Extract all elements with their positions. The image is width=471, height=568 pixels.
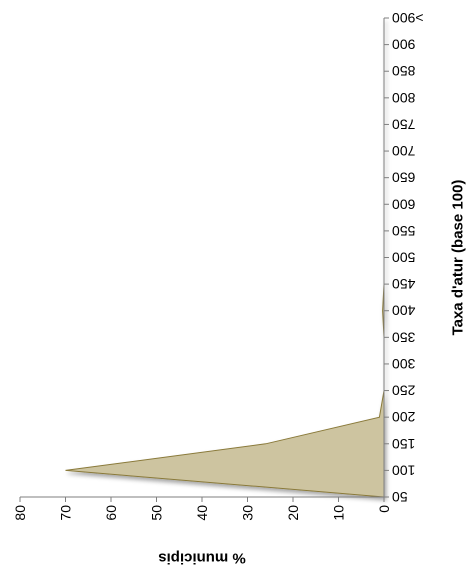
- value-tick-label: 30: [240, 505, 256, 521]
- value-tick-label: 80: [12, 505, 28, 521]
- value-axis-ticks: 0 10 20 30 40 50 60 70 80: [12, 497, 392, 521]
- category-tick-label: 150: [392, 436, 416, 452]
- category-tick-label: 200: [392, 409, 416, 425]
- category-tick-label: 350: [392, 329, 416, 345]
- category-tick-label: 550: [392, 223, 416, 239]
- category-tick-label: 250: [392, 383, 416, 399]
- category-tick-label: 700: [392, 143, 416, 159]
- category-tick-label: 900: [392, 37, 416, 53]
- category-tick-label: 300: [392, 356, 416, 372]
- value-tick-label: 20: [285, 505, 301, 521]
- category-tick-label: 600: [392, 196, 416, 212]
- plot-area: [65, 18, 385, 498]
- value-tick-label: 0: [376, 505, 392, 513]
- y-axis-title: % municipis: [158, 550, 246, 567]
- category-tick-label: 50: [392, 489, 408, 505]
- category-tick-label: 850: [392, 63, 416, 79]
- area-series: [65, 18, 385, 498]
- category-tick-label: >900: [392, 10, 424, 26]
- value-tick-label: 50: [149, 505, 165, 521]
- category-tick-label: 750: [392, 116, 416, 132]
- value-tick-label: 10: [331, 505, 347, 521]
- category-tick-label: 650: [392, 170, 416, 186]
- value-tick-label: 40: [194, 505, 210, 521]
- category-tick-label: 500: [392, 250, 416, 266]
- category-tick-label: 800: [392, 90, 416, 106]
- category-tick-label: 100: [392, 462, 416, 478]
- value-tick-label: 60: [103, 505, 119, 521]
- x-axis-title: Taxa d'atur (base 100): [450, 180, 467, 336]
- category-tick-label: 450: [392, 276, 416, 292]
- value-tick-label: 70: [58, 505, 74, 521]
- category-axis-ticks: 50 100 150 200 250 300 350 400 450 500 550 600 650 70…: [384, 10, 424, 505]
- category-tick-label: 400: [392, 303, 416, 319]
